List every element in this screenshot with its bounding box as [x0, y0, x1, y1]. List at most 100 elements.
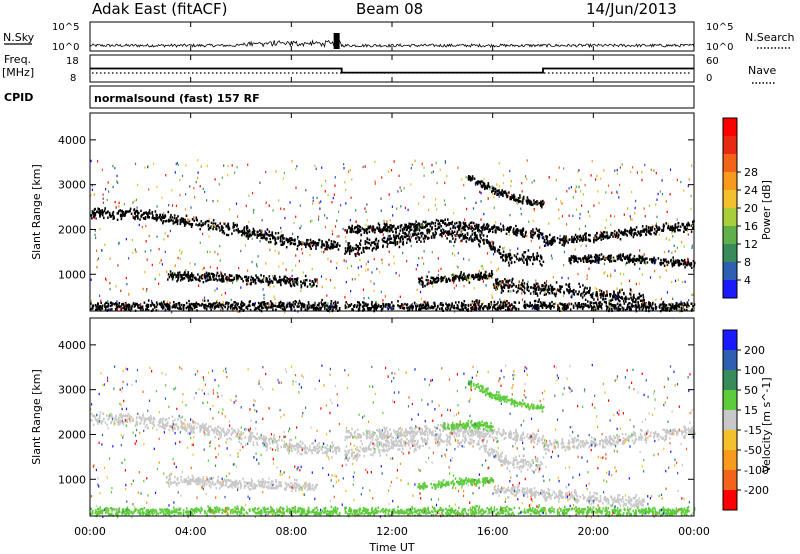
heat-cell — [243, 230, 246, 233]
heat-cell — [575, 259, 578, 262]
heat-cell — [370, 306, 373, 310]
heat-cell — [207, 272, 210, 275]
heat-cell — [625, 300, 627, 303]
heat-cell — [664, 259, 667, 262]
heat-cell — [297, 235, 299, 239]
heat-cell — [596, 254, 599, 257]
heat-cell — [332, 308, 334, 311]
heat-cell — [137, 216, 139, 219]
heat-cell — [374, 231, 376, 234]
heat-cell — [292, 283, 294, 286]
heat-cell — [674, 261, 676, 264]
heat-cell — [419, 303, 422, 306]
heat-cell — [295, 300, 297, 304]
heat-cell — [508, 233, 510, 236]
heat-cell — [170, 273, 173, 276]
heat-cell — [301, 248, 303, 251]
heat-cell — [258, 279, 260, 282]
heat-cell — [643, 261, 646, 264]
heat-cell — [553, 302, 555, 306]
heat-cell — [218, 301, 221, 305]
heat-cell — [587, 238, 590, 241]
heat-cell — [143, 301, 146, 304]
heat-cell — [282, 177, 284, 180]
heat-cell — [151, 263, 153, 267]
heat-cell — [264, 302, 267, 306]
heat-cell — [663, 308, 665, 312]
heat-cell — [101, 210, 104, 213]
heat-cell — [162, 215, 165, 218]
heat-cell — [632, 257, 634, 260]
heat-cell — [630, 258, 632, 261]
heat-cell — [365, 227, 368, 231]
heat-cell — [543, 293, 546, 296]
heat-cell — [615, 234, 618, 237]
heat-cell — [541, 206, 543, 209]
heat-cell — [460, 271, 462, 274]
heat-cell — [533, 202, 535, 205]
heat-cell — [467, 308, 470, 311]
heat-cell — [546, 288, 548, 291]
heat-cell — [496, 278, 499, 281]
heat-cell — [265, 238, 268, 241]
heat-cell — [580, 178, 582, 181]
heat-cell — [168, 276, 171, 279]
heat-cell — [278, 303, 280, 307]
heat-cell — [240, 305, 243, 308]
heat-cell — [206, 305, 208, 308]
heat-cell — [421, 280, 423, 283]
heat-cell — [608, 305, 611, 308]
heat-cell — [577, 293, 580, 296]
heat-cell — [636, 233, 638, 237]
heat-cell — [219, 279, 222, 282]
heat-cell — [453, 273, 455, 277]
heat-cell — [579, 305, 581, 309]
heat-cell — [236, 277, 239, 281]
heat-cell — [367, 225, 370, 229]
heat-cell — [213, 305, 216, 308]
heat-cell — [535, 287, 538, 290]
heat-cell — [525, 230, 527, 234]
heat-cell — [679, 303, 682, 306]
heat-cell — [321, 241, 323, 244]
heat-cell — [511, 307, 513, 311]
heat-cell — [101, 304, 104, 307]
heat-cell — [216, 267, 218, 270]
heat-cell — [148, 209, 151, 212]
heat-cell — [496, 193, 498, 196]
heat-cell — [462, 308, 465, 311]
heat-cell — [454, 238, 457, 241]
heat-cell — [372, 241, 375, 244]
heat-cell — [660, 303, 662, 306]
heat-cell — [181, 174, 184, 178]
heat-cell — [297, 305, 299, 308]
heat-cell — [665, 304, 667, 307]
heat-cell — [267, 281, 270, 284]
heat-cell — [349, 249, 351, 252]
heat-cell — [198, 223, 201, 227]
heat-cell — [510, 197, 512, 201]
heat-cell — [484, 186, 487, 189]
heat-cell — [232, 307, 234, 310]
heat-cell — [314, 241, 316, 244]
heat-cell — [610, 223, 612, 226]
heat-cell — [645, 227, 647, 231]
heat-cell — [680, 259, 683, 262]
heat-cell — [418, 257, 420, 260]
heat-cell — [503, 300, 505, 304]
heat-cell — [256, 276, 258, 279]
heat-cell — [146, 306, 148, 309]
heat-cell — [507, 261, 510, 264]
heat-cell — [518, 284, 520, 287]
heat-cell — [94, 308, 97, 311]
heat-cell — [569, 238, 571, 241]
cpid-label: CPID — [4, 91, 33, 104]
heat-cell — [415, 220, 417, 223]
heat-cell — [566, 223, 568, 226]
heat-cell — [167, 235, 169, 238]
heat-cell — [491, 240, 493, 243]
heat-cell — [355, 231, 358, 234]
heat-cell — [276, 281, 278, 284]
heat-cell — [613, 230, 616, 233]
heat-cell — [609, 293, 611, 296]
